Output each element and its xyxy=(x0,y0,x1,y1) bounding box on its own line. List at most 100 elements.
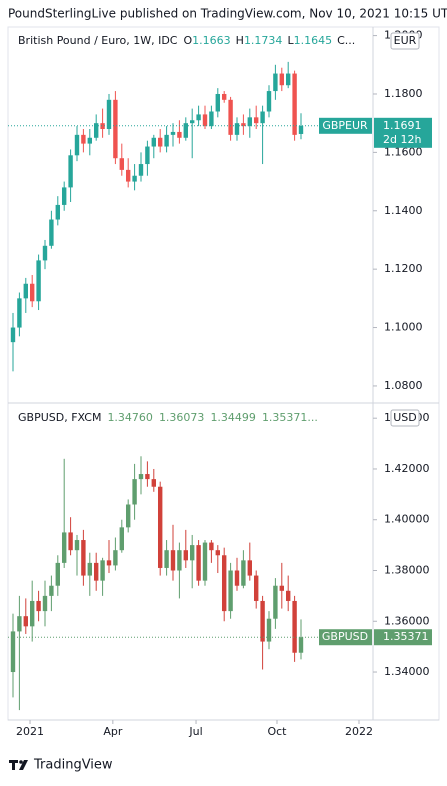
candle-body xyxy=(202,542,208,581)
candle-body xyxy=(234,123,240,135)
candle-body xyxy=(100,560,105,581)
plot-area xyxy=(10,456,304,711)
candle-body xyxy=(285,73,291,86)
x-tick-label: 2022 xyxy=(345,725,373,738)
candle-body xyxy=(68,155,73,188)
candle-body xyxy=(285,590,291,601)
last-price-tag-bg xyxy=(374,117,432,148)
candle-body xyxy=(93,562,99,581)
candle-body xyxy=(279,73,284,86)
candle-body xyxy=(253,575,259,601)
legend-item: 1.1645 xyxy=(294,34,333,47)
candle-body xyxy=(273,73,278,92)
candle-body xyxy=(61,532,67,563)
legend: British Pound / Euro, 1W, IDC O1.1663 H 1.1… xyxy=(18,34,355,47)
legend-item: GBPUSD, FXCM xyxy=(18,411,101,424)
legend-item: 1.35371... xyxy=(262,411,318,424)
candle-body xyxy=(279,585,284,591)
candle-body xyxy=(36,260,41,302)
candle-body xyxy=(170,131,176,135)
candle-body xyxy=(241,560,246,586)
x-tick-label: 2021 xyxy=(16,725,44,738)
symbol-tag-bg xyxy=(319,629,372,646)
candle-body xyxy=(273,585,278,619)
candle-body xyxy=(113,550,118,566)
candle-body xyxy=(196,114,201,121)
legend-item: C... xyxy=(337,34,355,47)
candle-body xyxy=(138,474,144,480)
legend-item: H xyxy=(236,34,244,47)
legend-item: 1.1663 xyxy=(192,34,231,47)
y-tick-label: 1.42000 xyxy=(384,462,430,475)
candle-body xyxy=(42,245,48,261)
x-tick-label: Oct xyxy=(267,725,287,738)
candle-body xyxy=(183,550,188,561)
symbol-tag-bg xyxy=(319,117,372,134)
candle-body xyxy=(113,99,118,159)
candle-body xyxy=(209,542,214,551)
candle-body xyxy=(215,93,220,112)
candle-body xyxy=(29,283,35,302)
candle-body xyxy=(55,562,60,586)
candle-body xyxy=(119,158,124,170)
candle-body xyxy=(253,117,259,124)
candle-body xyxy=(81,134,86,144)
candle-body xyxy=(74,134,80,156)
y-tick-label: 1.1000 xyxy=(384,321,423,334)
y-tick-label: 1.1600 xyxy=(384,145,423,158)
candle-body xyxy=(298,637,304,653)
y-tick-label: 1.36000 xyxy=(384,614,430,627)
candle-body xyxy=(177,550,182,571)
candle-body xyxy=(189,120,195,124)
candle-body xyxy=(23,616,28,627)
candle-body xyxy=(266,618,272,642)
footer-brand: TradingView xyxy=(33,758,113,773)
candle-body xyxy=(228,99,233,135)
legend-item: O xyxy=(183,34,192,47)
y-tick-label: 1.1200 xyxy=(384,262,423,275)
legend-item: L xyxy=(287,34,294,47)
candle-body xyxy=(298,125,304,134)
candle-body xyxy=(202,114,208,127)
y-tick-label: 1.1400 xyxy=(384,204,423,217)
symbol-tag: GBPUSD xyxy=(322,630,368,643)
candle-body xyxy=(292,73,297,135)
candle-body xyxy=(61,187,67,205)
candle-body xyxy=(189,545,195,561)
candle-body xyxy=(221,93,227,100)
currency-box xyxy=(390,409,420,427)
y-tick-label: 1.40000 xyxy=(384,513,430,526)
candle-body xyxy=(93,123,99,138)
candle-body xyxy=(55,204,60,220)
candle-body xyxy=(49,219,54,246)
candle-body xyxy=(260,111,265,124)
candle-body xyxy=(221,555,227,612)
candle-body xyxy=(215,550,220,556)
candle-body xyxy=(23,283,28,299)
candle-body xyxy=(106,99,112,130)
candle-body xyxy=(87,562,92,576)
candle-body xyxy=(247,560,252,576)
candle-body xyxy=(157,137,163,147)
candle-body xyxy=(17,298,22,328)
candle-body xyxy=(138,164,144,176)
x-tick-label: Apr xyxy=(103,725,123,738)
candle-body xyxy=(132,479,137,505)
plot-area xyxy=(10,61,304,372)
candle-body xyxy=(68,532,73,551)
last-price-tag-bg xyxy=(374,629,432,646)
candle-body xyxy=(228,570,233,612)
legend-item: British Pound / Euro, 1W, IDC xyxy=(18,34,178,47)
candle-body xyxy=(292,600,297,653)
candle-body xyxy=(266,91,272,112)
candle-body xyxy=(157,486,163,568)
candle-body xyxy=(10,631,16,673)
legend: GBPUSD, FXCM 1.34760 1.36073 1.34499 1.35371… xyxy=(18,411,318,424)
candle-body xyxy=(132,175,137,182)
candle-body xyxy=(247,117,252,127)
candle-body xyxy=(241,123,246,127)
candle-body xyxy=(183,123,188,138)
x-tick-label: Jul xyxy=(188,725,202,738)
